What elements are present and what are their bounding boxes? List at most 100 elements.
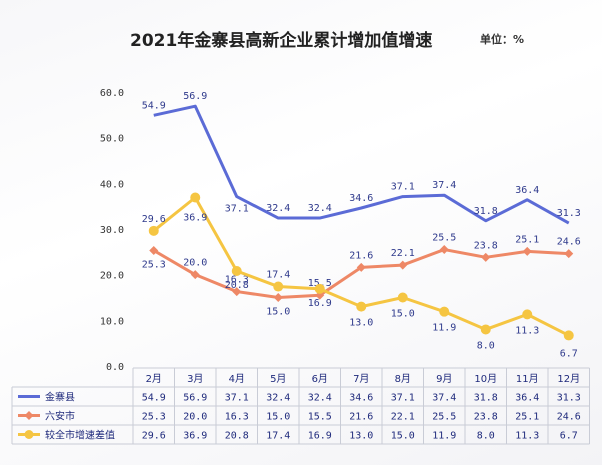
table-cell: 16.3 — [225, 412, 249, 423]
x-tick-label: 9月 — [436, 373, 452, 385]
table-cell: 54.9 — [142, 393, 166, 404]
x-tick-label: 12月 — [557, 373, 580, 385]
table-cell: 37.1 — [391, 393, 415, 404]
table-cell: 36.9 — [183, 431, 207, 442]
data-label: 37.1 — [391, 182, 415, 193]
table-cell: 15.0 — [391, 431, 415, 442]
series-point-3 — [314, 283, 325, 294]
table-cell: 25.1 — [515, 412, 539, 423]
legend-label: 较全市增速差值 — [45, 429, 115, 442]
table-cell: 34.6 — [349, 393, 373, 404]
data-label: 16.3 — [225, 275, 249, 286]
series-point-2 — [439, 245, 449, 255]
y-tick-label: 50.0 — [100, 134, 124, 145]
data-label: 23.8 — [474, 240, 498, 251]
data-label: 31.8 — [474, 206, 498, 217]
table-cell: 36.4 — [515, 393, 539, 404]
table-cell: 15.0 — [266, 412, 290, 423]
table-cell: 23.8 — [474, 412, 498, 423]
chart-title: 2021年金寨县高新企业累计增加值增速 — [130, 31, 433, 51]
series-point-3 — [231, 266, 242, 277]
table-cell: 25.3 — [142, 412, 166, 423]
x-tick-label: 4月 — [229, 373, 245, 385]
table-cell: 37.1 — [225, 393, 249, 404]
table-cell: 16.9 — [308, 431, 332, 442]
data-label: 17.4 — [266, 270, 290, 281]
series-point-3 — [273, 281, 284, 292]
data-label: 36.4 — [515, 185, 539, 196]
table-cell: 29.6 — [142, 431, 166, 442]
legend-marker — [24, 411, 34, 420]
data-label: 56.9 — [183, 91, 207, 102]
legend-marker — [24, 430, 34, 439]
data-label: 32.4 — [308, 203, 332, 214]
series-point-2 — [481, 252, 491, 262]
table-cell: 37.4 — [432, 393, 456, 404]
table-cell: 15.5 — [308, 412, 332, 423]
series-point-2 — [398, 260, 408, 270]
y-tick-label: 0.0 — [106, 362, 124, 373]
y-tick-label: 40.0 — [100, 179, 124, 190]
data-label: 8.0 — [477, 340, 495, 351]
series-point-3 — [190, 192, 201, 203]
legend-label: 六安市 — [45, 410, 75, 423]
data-label: 15.0 — [391, 309, 415, 320]
data-label: 24.6 — [557, 237, 581, 248]
y-tick-label: 10.0 — [100, 316, 124, 327]
series-point-2 — [232, 287, 242, 297]
table-cell: 13.0 — [349, 431, 373, 442]
table-cell: 32.4 — [308, 393, 332, 404]
x-tick-label: 8月 — [395, 373, 411, 385]
data-label: 20.0 — [183, 258, 207, 269]
series-point-2 — [190, 270, 200, 280]
series-line-1 — [153, 104, 570, 225]
data-label: 37.4 — [432, 180, 456, 191]
x-tick-label: 7月 — [353, 373, 369, 385]
series-point-2 — [149, 245, 159, 255]
y-tick-label: 60.0 — [100, 88, 124, 99]
data-label: 13.0 — [349, 318, 373, 329]
x-tick-label: 6月 — [312, 373, 328, 385]
legend-label: 金寨县 — [45, 391, 75, 404]
data-label: 34.6 — [349, 193, 373, 204]
series-point-3 — [522, 309, 533, 320]
table-cell: 25.5 — [432, 412, 456, 423]
data-label: 31.3 — [557, 208, 581, 219]
data-label: 37.1 — [225, 204, 249, 215]
table-cell: 32.4 — [266, 393, 290, 404]
table-cell: 11.3 — [515, 431, 539, 442]
series-point-3 — [148, 225, 159, 236]
x-tick-label: 5月 — [270, 373, 286, 385]
y-tick-label: 20.0 — [100, 271, 124, 282]
table-cell: 11.9 — [432, 431, 456, 442]
data-label: 11.3 — [515, 325, 539, 336]
data-label: 36.9 — [183, 212, 207, 223]
data-label: 29.6 — [142, 214, 166, 225]
table-cell: 31.3 — [557, 393, 581, 404]
data-label: 22.1 — [391, 248, 415, 259]
x-tick-label: 3月 — [187, 373, 203, 385]
data-label: 6.7 — [560, 348, 578, 359]
series-point-3 — [563, 330, 574, 341]
data-label: 54.9 — [142, 100, 166, 111]
x-tick-label: 2月 — [146, 373, 162, 385]
table-cell: 22.1 — [391, 412, 415, 423]
series-point-2 — [564, 249, 574, 259]
y-tick-label: 30.0 — [100, 225, 124, 236]
unit-label: 单位：% — [480, 33, 525, 46]
table-cell: 24.6 — [557, 412, 581, 423]
data-label: 15.0 — [266, 307, 290, 318]
table-cell: 20.0 — [183, 412, 207, 423]
table-cell: 8.0 — [477, 431, 495, 442]
series-point-2 — [356, 262, 366, 272]
series-point-2 — [522, 246, 532, 256]
data-label: 25.3 — [142, 259, 166, 270]
data-label: 15.5 — [308, 278, 332, 289]
table-cell: 6.7 — [560, 431, 578, 442]
series-point-3 — [439, 306, 450, 317]
x-tick-label: 11月 — [516, 373, 539, 385]
data-label: 25.5 — [432, 233, 456, 244]
data-label: 32.4 — [266, 203, 290, 214]
series-point-2 — [273, 293, 283, 302]
